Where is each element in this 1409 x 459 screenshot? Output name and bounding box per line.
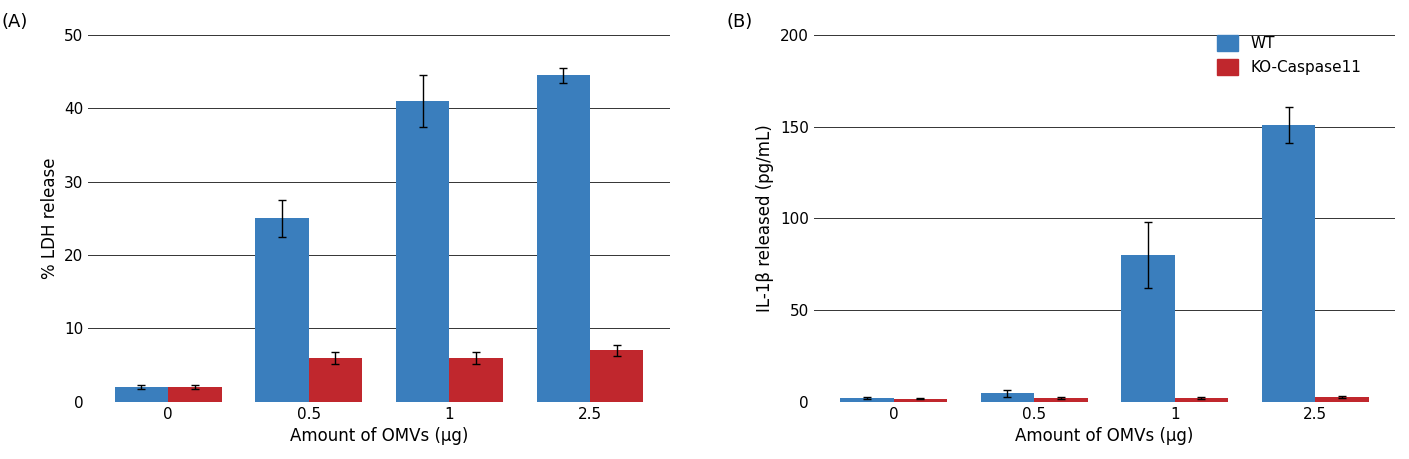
Bar (893, 399, 947, 402)
Text: (B): (B) (727, 13, 752, 31)
Bar (114, 387, 168, 402)
Bar (981, 393, 1034, 402)
Bar (537, 75, 590, 402)
Bar (840, 398, 893, 402)
Bar (449, 358, 503, 402)
Bar (309, 358, 362, 402)
Y-axis label: IL-1β released (pg/mL): IL-1β released (pg/mL) (757, 124, 775, 312)
Bar (1034, 398, 1088, 402)
X-axis label: Amount of OMVs (μg): Amount of OMVs (μg) (1016, 427, 1193, 445)
Y-axis label: % LDH release: % LDH release (41, 157, 59, 279)
X-axis label: Amount of OMVs (μg): Amount of OMVs (μg) (290, 427, 468, 445)
Bar (168, 387, 221, 402)
Bar (255, 218, 309, 402)
Bar (1175, 398, 1229, 402)
Bar (1122, 255, 1175, 402)
Bar (590, 350, 644, 402)
Bar (1262, 125, 1315, 402)
Bar (396, 101, 449, 402)
Legend: WT, KO-Caspase11: WT, KO-Caspase11 (1217, 35, 1361, 75)
Text: (A): (A) (1, 13, 28, 31)
Bar (1315, 397, 1368, 402)
